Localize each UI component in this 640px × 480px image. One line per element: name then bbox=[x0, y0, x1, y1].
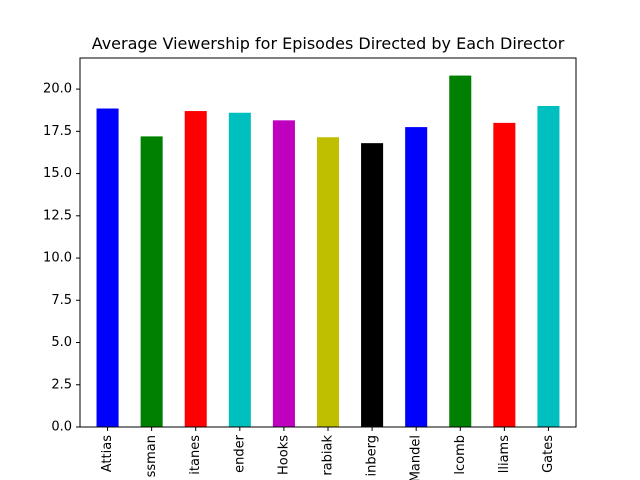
x-tick-label: inberg bbox=[365, 435, 380, 476]
bar-attias bbox=[96, 108, 119, 428]
x-tick-label: Gates bbox=[541, 435, 556, 473]
x-tick-label: lliams bbox=[497, 435, 512, 473]
plot-frame bbox=[79, 57, 577, 428]
bars-group bbox=[96, 75, 560, 428]
bar-inberg bbox=[361, 143, 384, 427]
y-tick-label: 10.0 bbox=[43, 251, 72, 266]
bar-lcomb bbox=[449, 75, 472, 427]
bar-rabiak bbox=[316, 137, 340, 428]
bar-ender bbox=[228, 112, 251, 428]
bar-hooks bbox=[272, 120, 295, 427]
bar-ssman bbox=[140, 136, 163, 427]
x-tick-label: ender bbox=[232, 434, 247, 472]
y-tick-label: 20.0 bbox=[43, 82, 72, 97]
bar-mandel bbox=[405, 127, 428, 427]
bar-lliams bbox=[493, 122, 516, 427]
x-tick-label: Mandel bbox=[409, 435, 424, 480]
bar-itanes bbox=[184, 111, 207, 428]
x-tick-label: Attias bbox=[100, 435, 115, 472]
x-tick-label: ssman bbox=[144, 435, 159, 477]
x-tick-label: rabiak bbox=[321, 435, 336, 476]
x-tick-label: itanes bbox=[188, 435, 203, 475]
y-tick-label: 17.5 bbox=[43, 124, 72, 139]
x-axis: Attias ssman itanes ender Hooks rabiak inberg M… bbox=[100, 427, 556, 480]
y-axis: 0.0 2.5 5.0 7.5 10.0 12.5 15.0 17.5 20.0 bbox=[43, 82, 80, 435]
bar-gates bbox=[537, 105, 560, 427]
x-tick-label: Hooks bbox=[276, 435, 291, 475]
chart-title: Average Viewership for Episodes Directed… bbox=[92, 34, 565, 53]
y-tick-label: 2.5 bbox=[51, 377, 72, 392]
y-tick-label: 5.0 bbox=[51, 335, 72, 350]
x-tick-label: lcomb bbox=[453, 435, 468, 475]
y-tick-label: 15.0 bbox=[43, 166, 72, 181]
y-tick-label: 12.5 bbox=[43, 208, 72, 223]
y-tick-label: 7.5 bbox=[51, 293, 72, 308]
y-tick-label: 0.0 bbox=[51, 420, 72, 435]
